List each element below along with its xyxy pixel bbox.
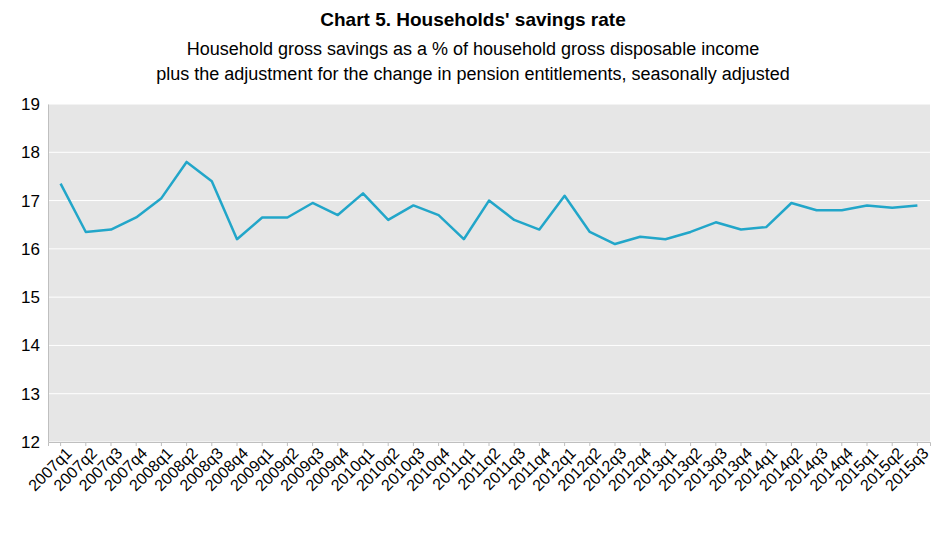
grid-line (48, 393, 930, 394)
y-tick: 12 (21, 433, 48, 452)
x-axis: 2007q12007q22007q32007q42008q12008q22008… (25, 442, 932, 494)
line-group (61, 162, 918, 244)
x-tick-label: 2015q3 (882, 444, 932, 494)
plot-group: 12 13 14 15 16 17 18 19 2007q12007q22007q32007q4… (21, 95, 932, 494)
grid-line (48, 248, 930, 249)
plot-background (48, 104, 930, 442)
grid-line (48, 345, 930, 346)
y-tick: 16 (21, 240, 48, 259)
x-tick: 2015q3 (882, 442, 932, 494)
chart-svg: Chart 5. Households' savings rate Househo… (0, 0, 946, 537)
y-tick-label: 12 (21, 433, 40, 452)
chart-subtitle: Household gross savings as a % of househ… (187, 39, 759, 59)
y-tick: 13 (21, 385, 48, 404)
y-tick: 18 (21, 143, 48, 162)
y-tick: 19 (21, 95, 48, 114)
grid-line (48, 297, 930, 298)
chart-subtitle: plus the adjustment for the change in pe… (156, 64, 789, 84)
y-axis-line (48, 105, 49, 443)
y-axis: 12 13 14 15 16 17 18 19 (21, 95, 48, 452)
grid-line (48, 104, 930, 105)
y-tick: 14 (21, 336, 48, 355)
y-tick-label: 17 (21, 192, 40, 211)
y-tick: 15 (21, 288, 48, 307)
y-tick-label: 16 (21, 240, 40, 259)
y-tick-label: 15 (21, 288, 40, 307)
y-tick: 17 (21, 192, 48, 211)
y-tick-label: 13 (21, 385, 40, 404)
y-tick-label: 14 (21, 336, 40, 355)
y-tick-label: 19 (21, 95, 40, 114)
savings-rate-line (61, 162, 918, 244)
grid-line (48, 152, 930, 153)
y-tick-label: 18 (21, 143, 40, 162)
chart-title: Chart 5. Households' savings rate (320, 9, 625, 30)
grid (48, 104, 930, 442)
